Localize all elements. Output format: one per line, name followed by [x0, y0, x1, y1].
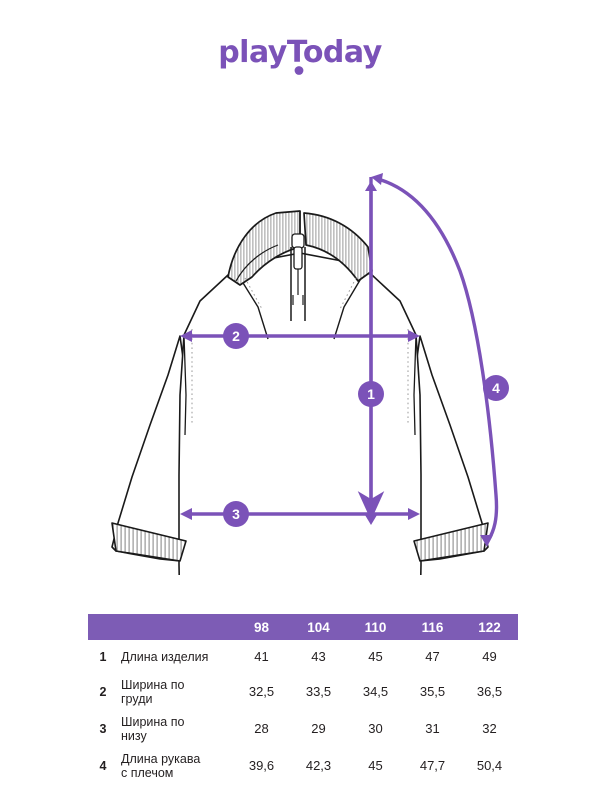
row-2-value-98: 32,5 [248, 684, 275, 699]
size-table-wrap: 98 104 110 116 122 1 Длина изделия 41 43… [88, 614, 518, 784]
row-label-4-line1: Длина рукава [121, 751, 201, 766]
row-1-value-98: 41 [254, 649, 269, 664]
row-2-value-104: 33,5 [305, 684, 332, 699]
row-number-3: 3 [99, 721, 107, 736]
size-table-head: 98 104 110 116 122 [88, 614, 518, 640]
playtoday-logo-icon: playToday [218, 35, 383, 75]
garment-illustration [111, 173, 499, 575]
row-number-4: 4 [99, 758, 107, 773]
header-corner-label [118, 614, 233, 640]
row-label-2-line2: груди [121, 691, 153, 706]
row-4-value-116: 47,7 [419, 758, 446, 773]
measure-badge-3: 3 [223, 501, 249, 527]
size-header-98: 98 [253, 619, 270, 635]
row-4-value-104: 42,3 [305, 758, 332, 773]
row-3-value-98: 28 [254, 721, 269, 736]
row-4-value-122: 50,4 [476, 758, 503, 773]
garment-body-outline [111, 252, 489, 575]
row-4-value-98: 39,6 [248, 758, 275, 773]
row-label-3: Ширина по низу [118, 710, 233, 747]
row-2-value-122: 36,5 [476, 684, 503, 699]
measure-badge-2: 2 [223, 323, 249, 349]
left-cuff [111, 522, 187, 562]
zipper [290, 233, 306, 321]
row-3-value-122: 32 [482, 721, 497, 736]
size-header-104: 104 [307, 619, 330, 635]
row-label-1-line1: Длина изделия [121, 649, 209, 664]
measure-line-1 [357, 177, 385, 525]
size-table-header-row: 98 104 110 116 122 [88, 614, 518, 640]
row-1-value-116: 47 [425, 649, 440, 664]
brand-logo: playToday [0, 30, 600, 81]
table-row: 4 Длина рукава с плечом 39,6 42,3 45 47,… [88, 747, 518, 784]
row-1-value-104: 43 [311, 649, 326, 664]
row-1-value-110: 45 [368, 649, 383, 664]
row-label-2-line1: Ширина по [121, 677, 185, 692]
table-row: 1 Длина изделия 41 43 45 47 49 [88, 640, 518, 673]
stitch-detail [191, 277, 409, 425]
row-label-3-line2: низу [121, 728, 147, 743]
size-header-116: 116 [421, 619, 444, 635]
size-header-122: 122 [478, 619, 501, 635]
measure-badge-1: 1 [358, 381, 384, 407]
row-3-value-110: 30 [368, 721, 383, 736]
size-table: 98 104 110 116 122 1 Длина изделия 41 43… [88, 614, 518, 784]
measure-badge-4: 4 [483, 375, 509, 401]
row-label-1: Длина изделия [118, 640, 233, 673]
row-2-value-116: 35,5 [419, 684, 446, 699]
header-corner-num [88, 614, 118, 640]
table-row: 3 Ширина по низу 28 29 30 31 32 [88, 710, 518, 747]
logo-wordmark: playToday [218, 35, 383, 70]
logo-dot-icon [294, 66, 304, 75]
row-label-4: Длина рукава с плечом [118, 747, 233, 784]
row-3-value-116: 31 [425, 721, 440, 736]
row-label-3-line1: Ширина по [121, 714, 185, 729]
measure-line-4 [371, 173, 499, 547]
row-3-value-104: 29 [311, 721, 326, 736]
row-1-value-122: 49 [482, 649, 497, 664]
row-label-4-line2: с плечом [121, 765, 174, 780]
size-header-110: 110 [364, 619, 387, 635]
row-number-1: 1 [99, 649, 107, 664]
row-2-value-110: 34,5 [362, 684, 389, 699]
collar [227, 210, 373, 286]
table-row: 2 Ширина по груди 32,5 33,5 34,5 35,5 36… [88, 673, 518, 710]
size-table-body: 1 Длина изделия 41 43 45 47 49 2 Ширина … [88, 640, 518, 784]
row-number-2: 2 [99, 684, 107, 699]
row-label-2: Ширина по груди [118, 673, 233, 710]
row-4-value-110: 45 [368, 758, 383, 773]
